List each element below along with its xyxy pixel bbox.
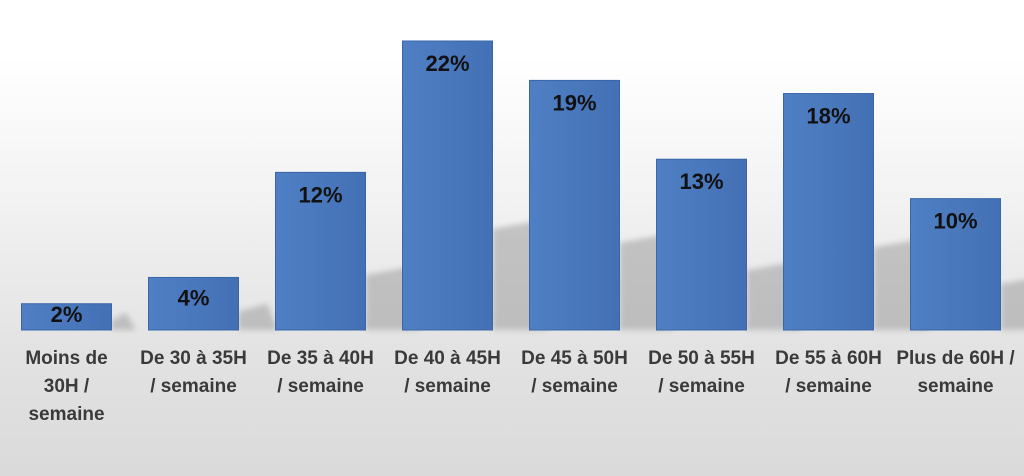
category-label-line: / semaine (404, 376, 491, 397)
bar (275, 171, 366, 331)
bar (783, 93, 874, 331)
bar-shadow (238, 303, 278, 330)
category-label: De 50 à 55H / semaine (648, 348, 755, 397)
category-label-line: / semaine (277, 376, 364, 397)
data-label: 19% (552, 90, 596, 115)
data-label: 13% (679, 169, 723, 194)
data-label: 22% (425, 51, 469, 76)
bar-shadow (111, 312, 136, 330)
bar (529, 79, 620, 331)
category-label-line: Moins de (25, 348, 107, 369)
category-label-line: semaine (917, 376, 993, 397)
data-label: 18% (806, 104, 850, 129)
category-label: De 45 à 50H / semaine (521, 348, 628, 397)
category-label: Plus de 60H / semaine (896, 348, 1015, 397)
category-label-line: / semaine (531, 376, 618, 397)
category-label-line: De 30 à 35H (140, 348, 247, 369)
category-label: De 55 à 60H / semaine (775, 348, 882, 397)
category-label-line: De 45 à 50H (521, 348, 628, 369)
category-labels: Moins de 30H / semaine De 30 à 35H / semaine… (25, 348, 1015, 425)
data-label: 4% (178, 285, 210, 310)
data-label: 12% (298, 182, 342, 207)
data-label: 2% (51, 302, 83, 327)
category-label-line: / semaine (785, 376, 872, 397)
bar (148, 276, 239, 331)
category-label-line: Plus de 60H / (896, 348, 1015, 369)
category-label: De 40 à 45H / semaine (394, 348, 501, 397)
bar (656, 158, 747, 331)
category-label: De 35 à 40H / semaine (267, 348, 374, 397)
category-label-line: De 50 à 55H (648, 348, 755, 369)
bar (21, 303, 112, 331)
category-label-line: / semaine (150, 376, 237, 397)
category-label: Moins de 30H / semaine (25, 348, 107, 425)
bar (910, 198, 1001, 331)
category-label-line: / semaine (658, 376, 745, 397)
category-label-line: 30H / (44, 376, 90, 397)
category-label-line: De 40 à 45H (394, 348, 501, 369)
data-labels: 2% 4% 12% 22% 19% 13% 18% 10% (51, 51, 978, 327)
category-label-line: semaine (28, 404, 104, 425)
bars (21, 40, 1001, 331)
data-label: 10% (933, 209, 977, 234)
category-label: De 30 à 35H / semaine (140, 348, 247, 397)
bar (402, 40, 493, 331)
bar-shadow (1000, 279, 1024, 330)
category-label-line: De 35 à 40H (267, 348, 374, 369)
category-label-line: De 55 à 60H (775, 348, 882, 369)
